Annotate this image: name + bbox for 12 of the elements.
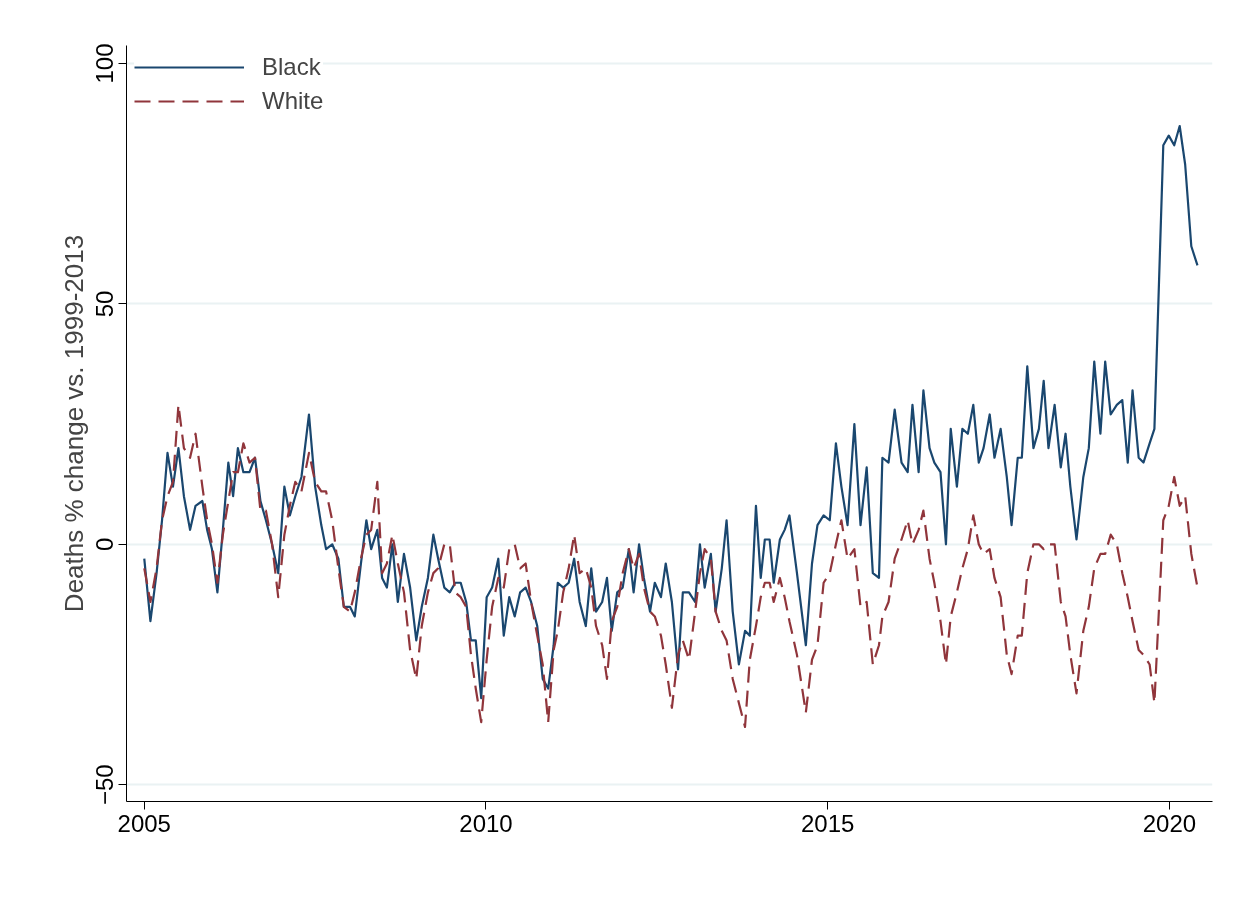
- y-tick-label: −50: [91, 764, 119, 806]
- x-tick-label: 2020: [1142, 809, 1197, 837]
- y-tick-label: 100: [91, 43, 119, 84]
- x-tick-label: 2015: [801, 809, 855, 837]
- legend-label: Black: [262, 53, 321, 81]
- x-tick-label: 2010: [459, 809, 513, 837]
- x-tick-label: 2005: [117, 809, 171, 837]
- line-series: [143, 124, 1199, 700]
- y-tick-label: 50: [91, 290, 119, 318]
- legend-label: White: [262, 87, 324, 115]
- y-axis-title: Deaths % change vs. 1999-2013: [58, 234, 89, 613]
- y-tick-label: 0: [91, 537, 119, 551]
